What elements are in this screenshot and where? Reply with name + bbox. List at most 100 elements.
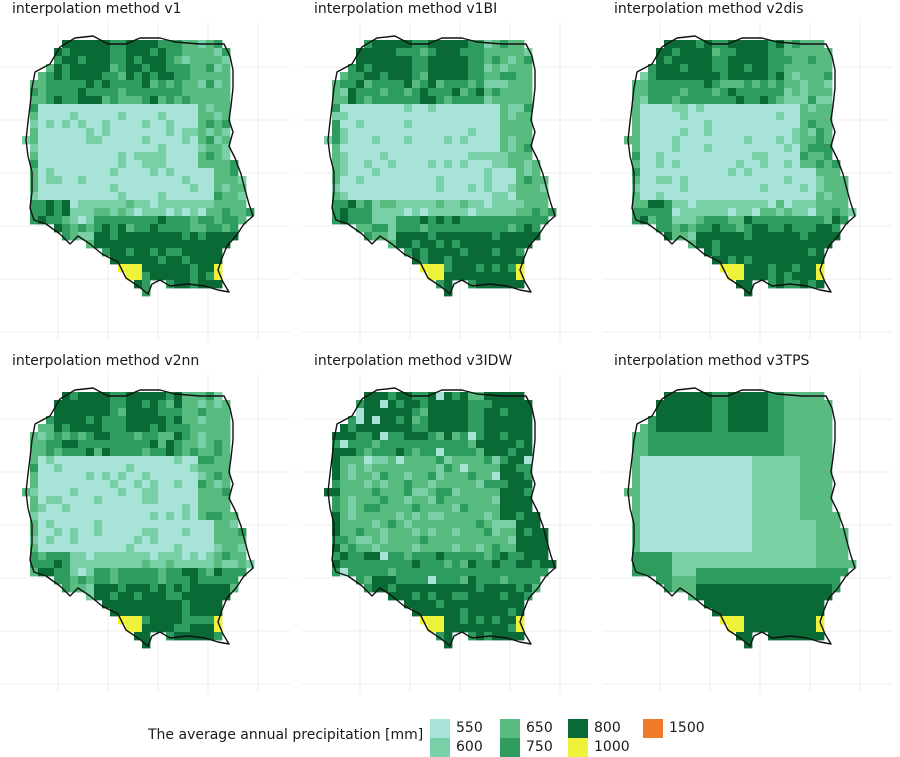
precipitation-cell: [166, 576, 175, 585]
precipitation-cell: [142, 40, 151, 49]
precipitation-cell: [134, 224, 143, 233]
precipitation-cell: [664, 480, 673, 489]
precipitation-cell: [648, 216, 657, 225]
precipitation-cell: [792, 568, 801, 577]
precipitation-cell: [428, 192, 437, 201]
precipitation-cell: [800, 528, 809, 537]
precipitation-cell: [720, 216, 729, 225]
precipitation-cell: [206, 168, 215, 177]
precipitation-cell: [428, 488, 437, 497]
precipitation-cell: [118, 568, 127, 577]
precipitation-cell: [736, 80, 745, 89]
precipitation-cell: [500, 232, 509, 241]
precipitation-cell: [436, 584, 445, 593]
precipitation-cell: [688, 184, 697, 193]
precipitation-cell: [672, 568, 681, 577]
precipitation-cell: [150, 528, 159, 537]
precipitation-cell: [190, 608, 199, 617]
precipitation-cell: [150, 120, 159, 129]
precipitation-cell: [182, 584, 191, 593]
precipitation-cell: [62, 232, 71, 241]
precipitation-cell: [396, 168, 405, 177]
precipitation-cell: [38, 432, 47, 441]
precipitation-cell: [468, 64, 477, 73]
precipitation-cell: [532, 568, 541, 577]
precipitation-cell: [712, 536, 721, 545]
precipitation-cell: [182, 176, 191, 185]
precipitation-cell: [444, 40, 453, 49]
precipitation-cell: [816, 80, 825, 89]
precipitation-cell: [54, 520, 63, 529]
precipitation-cell: [728, 456, 737, 465]
precipitation-cell: [126, 216, 135, 225]
precipitation-cell: [182, 112, 191, 121]
precipitation-cell: [444, 264, 453, 273]
precipitation-cell: [516, 56, 525, 65]
precipitation-cell: [396, 160, 405, 169]
precipitation-cell: [492, 264, 501, 273]
precipitation-cell: [516, 216, 525, 225]
precipitation-cell: [784, 592, 793, 601]
precipitation-cell: [484, 200, 493, 209]
precipitation-cell: [672, 560, 681, 569]
precipitation-cell: [428, 528, 437, 537]
precipitation-cell: [404, 560, 413, 569]
precipitation-cell: [664, 88, 673, 97]
precipitation-cell: [356, 488, 365, 497]
precipitation-cell: [524, 504, 533, 513]
precipitation-cell: [38, 488, 47, 497]
precipitation-cell: [364, 496, 373, 505]
precipitation-cell: [540, 216, 549, 225]
precipitation-cell: [380, 96, 389, 105]
precipitation-cell: [508, 272, 517, 281]
precipitation-cell: [102, 568, 111, 577]
precipitation-cell: [500, 464, 509, 473]
precipitation-cell: [372, 208, 381, 217]
precipitation-cell: [460, 208, 469, 217]
precipitation-cell: [768, 552, 777, 561]
precipitation-cell: [38, 536, 47, 545]
precipitation-cell: [672, 64, 681, 73]
precipitation-cell: [86, 416, 95, 425]
precipitation-cell: [340, 424, 349, 433]
precipitation-cell: [460, 432, 469, 441]
precipitation-cell: [348, 64, 357, 73]
precipitation-cell: [78, 432, 87, 441]
precipitation-cell: [134, 552, 143, 561]
precipitation-cell: [744, 208, 753, 217]
precipitation-cell: [190, 528, 199, 537]
precipitation-cell: [436, 40, 445, 49]
precipitation-cell: [340, 448, 349, 457]
precipitation-cell: [198, 600, 207, 609]
precipitation-cell: [784, 80, 793, 89]
precipitation-cell: [640, 80, 649, 89]
precipitation-cell: [142, 232, 151, 241]
precipitation-cell: [760, 88, 769, 97]
precipitation-cell: [166, 160, 175, 169]
precipitation-cell: [808, 264, 817, 273]
precipitation-cell: [524, 536, 533, 545]
precipitation-cell: [396, 552, 405, 561]
precipitation-cell: [484, 144, 493, 153]
precipitation-cell: [712, 496, 721, 505]
precipitation-cell: [540, 568, 549, 577]
precipitation-cell: [704, 248, 713, 257]
precipitation-cell: [62, 456, 71, 465]
precipitation-cell: [134, 160, 143, 169]
precipitation-cell: [768, 512, 777, 521]
precipitation-cell: [222, 48, 231, 57]
precipitation-cell: [436, 112, 445, 121]
precipitation-cell: [190, 520, 199, 529]
precipitation-cell: [800, 56, 809, 65]
precipitation-cell: [396, 520, 405, 529]
precipitation-cell: [126, 48, 135, 57]
precipitation-cell: [364, 120, 373, 129]
precipitation-cell: [166, 416, 175, 425]
precipitation-cell: [800, 160, 809, 169]
precipitation-cell: [664, 104, 673, 113]
precipitation-cell: [640, 456, 649, 465]
precipitation-cell: [736, 248, 745, 257]
precipitation-cell: [664, 216, 673, 225]
precipitation-cell: [166, 440, 175, 449]
precipitation-cell: [792, 136, 801, 145]
